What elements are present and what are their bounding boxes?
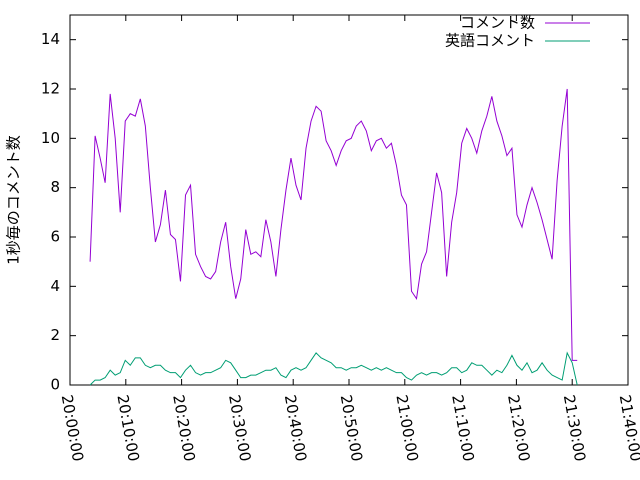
y-tick-label: 0	[50, 376, 60, 394]
series-line	[89, 88, 578, 361]
x-tick-label: 21:40:00	[616, 393, 640, 462]
x-tick-label: 20:30:00	[225, 393, 254, 462]
x-tick-label: 20:50:00	[337, 393, 366, 462]
series-line	[89, 351, 578, 386]
x-tick-label: 20:40:00	[281, 393, 310, 462]
y-tick-label: 6	[50, 228, 60, 246]
legend-label: 英語コメント	[445, 32, 535, 50]
x-tick-label: 21:00:00	[392, 393, 421, 462]
x-tick-label: 20:20:00	[169, 393, 198, 462]
y-tick-label: 14	[41, 30, 60, 48]
y-tick-label: 10	[41, 129, 60, 147]
plot-frame	[69, 14, 629, 386]
x-tick-label: 21:30:00	[560, 393, 589, 462]
x-tick-label: 21:10:00	[448, 393, 477, 462]
y-tick-label: 8	[50, 178, 60, 196]
y-tick-label: 4	[50, 277, 60, 295]
x-tick-label: 20:10:00	[113, 393, 142, 462]
legend-label: コメント数	[460, 14, 535, 32]
x-tick-label: 21:20:00	[504, 393, 533, 462]
x-tick-label: 20:00:00	[58, 393, 87, 462]
y-tick-label: 12	[41, 80, 60, 98]
y-tick-label: 2	[50, 326, 60, 344]
y-axis-label: 1秒毎のコメント数	[5, 135, 23, 265]
